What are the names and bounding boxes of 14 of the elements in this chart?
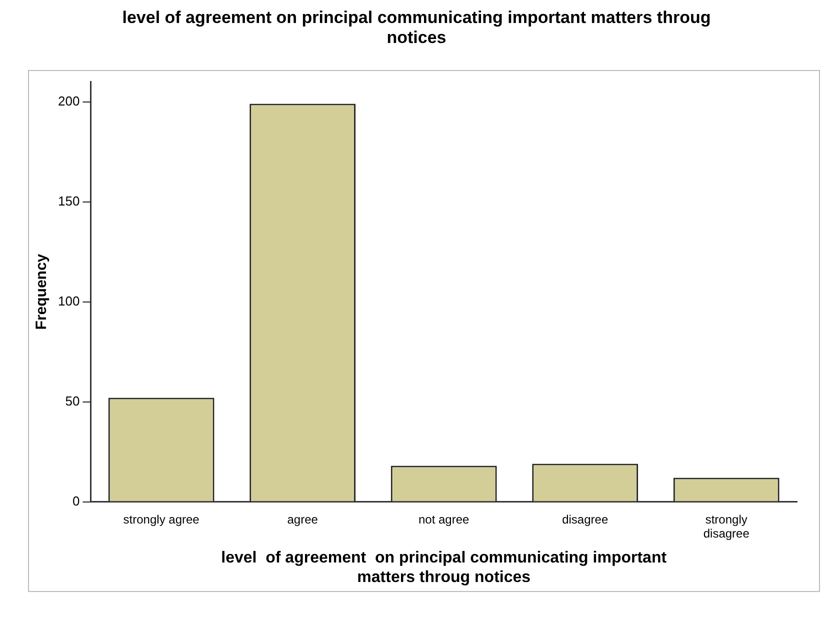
- x-axis-title: level of agreement on principal communicating important matters throug notices: [221, 550, 668, 586]
- y-axis-title: Frequency: [33, 253, 50, 330]
- y-tick-label: 0: [72, 493, 80, 508]
- x-tick-label: strongly agree: [123, 512, 200, 526]
- chart-title: level of agreement on principal communicating important matters throug notices: [121, 8, 712, 48]
- x-tick-label: not agree: [418, 512, 470, 526]
- y-tick-label: 150: [58, 193, 80, 208]
- y-tick-label: 100: [58, 293, 80, 308]
- plot-frame: level of agreement on principal communicating important matters throug notices Frequency strongly agree agree not agree disagree strongly disagree 0 50 100 150 200: [28, 70, 820, 592]
- x-tick-label: agree: [287, 512, 318, 526]
- y-tick-label: 200: [58, 93, 80, 108]
- x-tick-label: disagree: [562, 512, 608, 526]
- y-tick-label: 50: [65, 393, 80, 408]
- x-tick-label: strongly disagree: [703, 512, 750, 541]
